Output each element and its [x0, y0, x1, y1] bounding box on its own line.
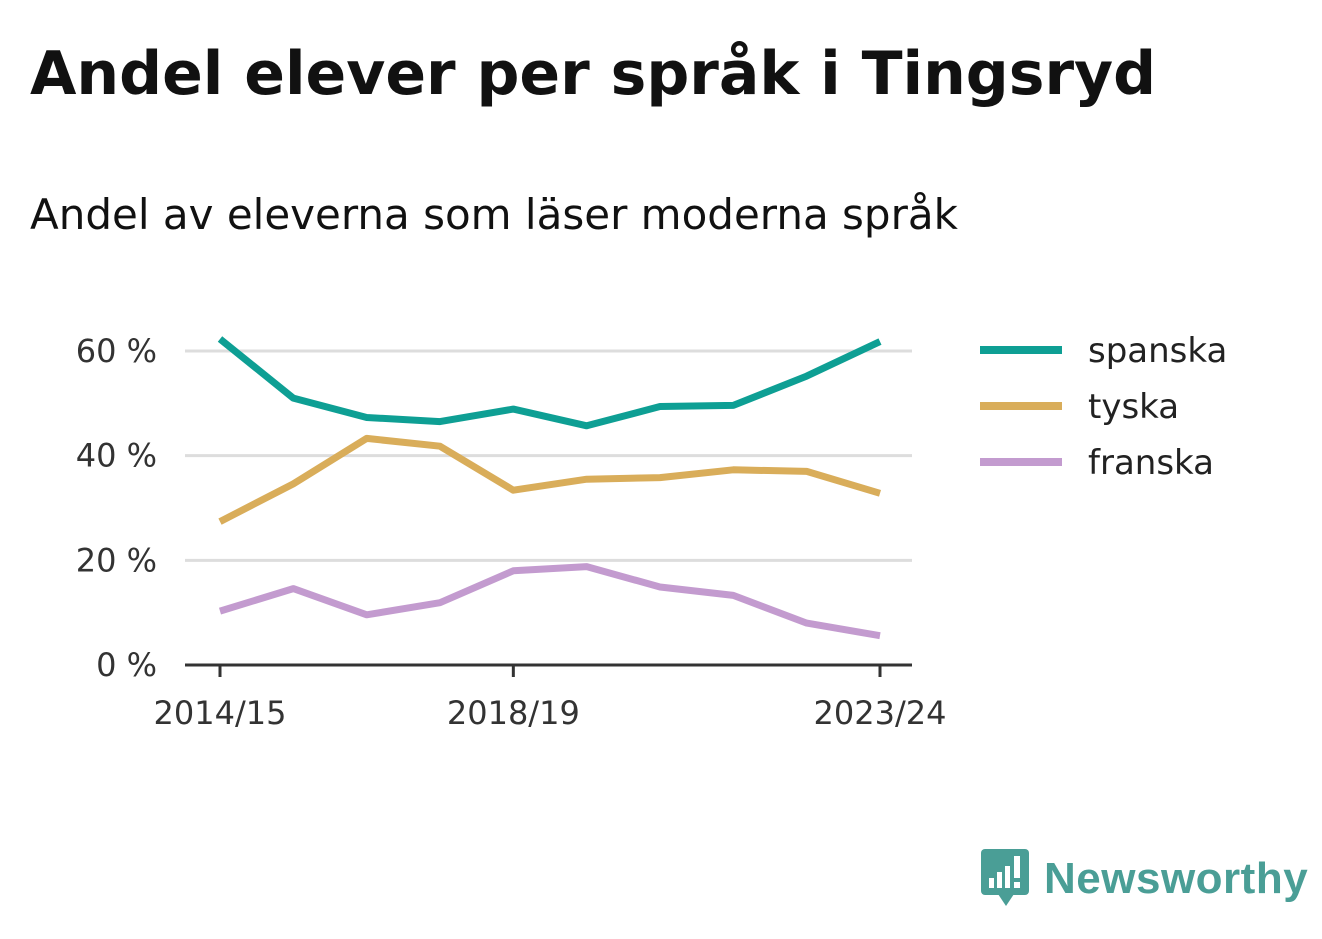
gridlines: [185, 349, 912, 562]
series-lines: [217, 336, 882, 640]
x-tick-label: 2014/15: [154, 694, 287, 732]
series-line-spanska: [217, 336, 882, 430]
x-axis: 0 % 20 % 40 % 60 % 2014/15 2018/19 2023/24: [76, 332, 947, 732]
legend: spanska tyska franska: [980, 331, 1227, 483]
newsworthy-logo-icon: [981, 849, 1029, 906]
y-tick-label: 40 %: [76, 437, 157, 475]
legend-label-tyska: tyska: [1088, 387, 1179, 427]
legend-label-spanska: spanska: [1088, 331, 1227, 371]
y-tick-label: 0 %: [96, 646, 157, 684]
series-line-franska: [218, 563, 881, 640]
chart-title: Andel elever per språk i Tingsryd: [30, 39, 1157, 109]
brand-logo: Newsworthy: [980, 848, 1308, 910]
y-tick-label: 60 %: [76, 332, 157, 370]
series-line-tyska: [218, 434, 882, 525]
x-tick-label: 2023/24: [814, 694, 947, 732]
chart-subtitle: Andel av eleverna som läser moderna språ…: [30, 190, 958, 239]
legend-label-franska: franska: [1088, 443, 1214, 483]
y-tick-label: 20 %: [76, 541, 157, 579]
x-tick-label: 2018/19: [447, 694, 580, 732]
brand-name: Newsworthy: [1044, 854, 1309, 903]
